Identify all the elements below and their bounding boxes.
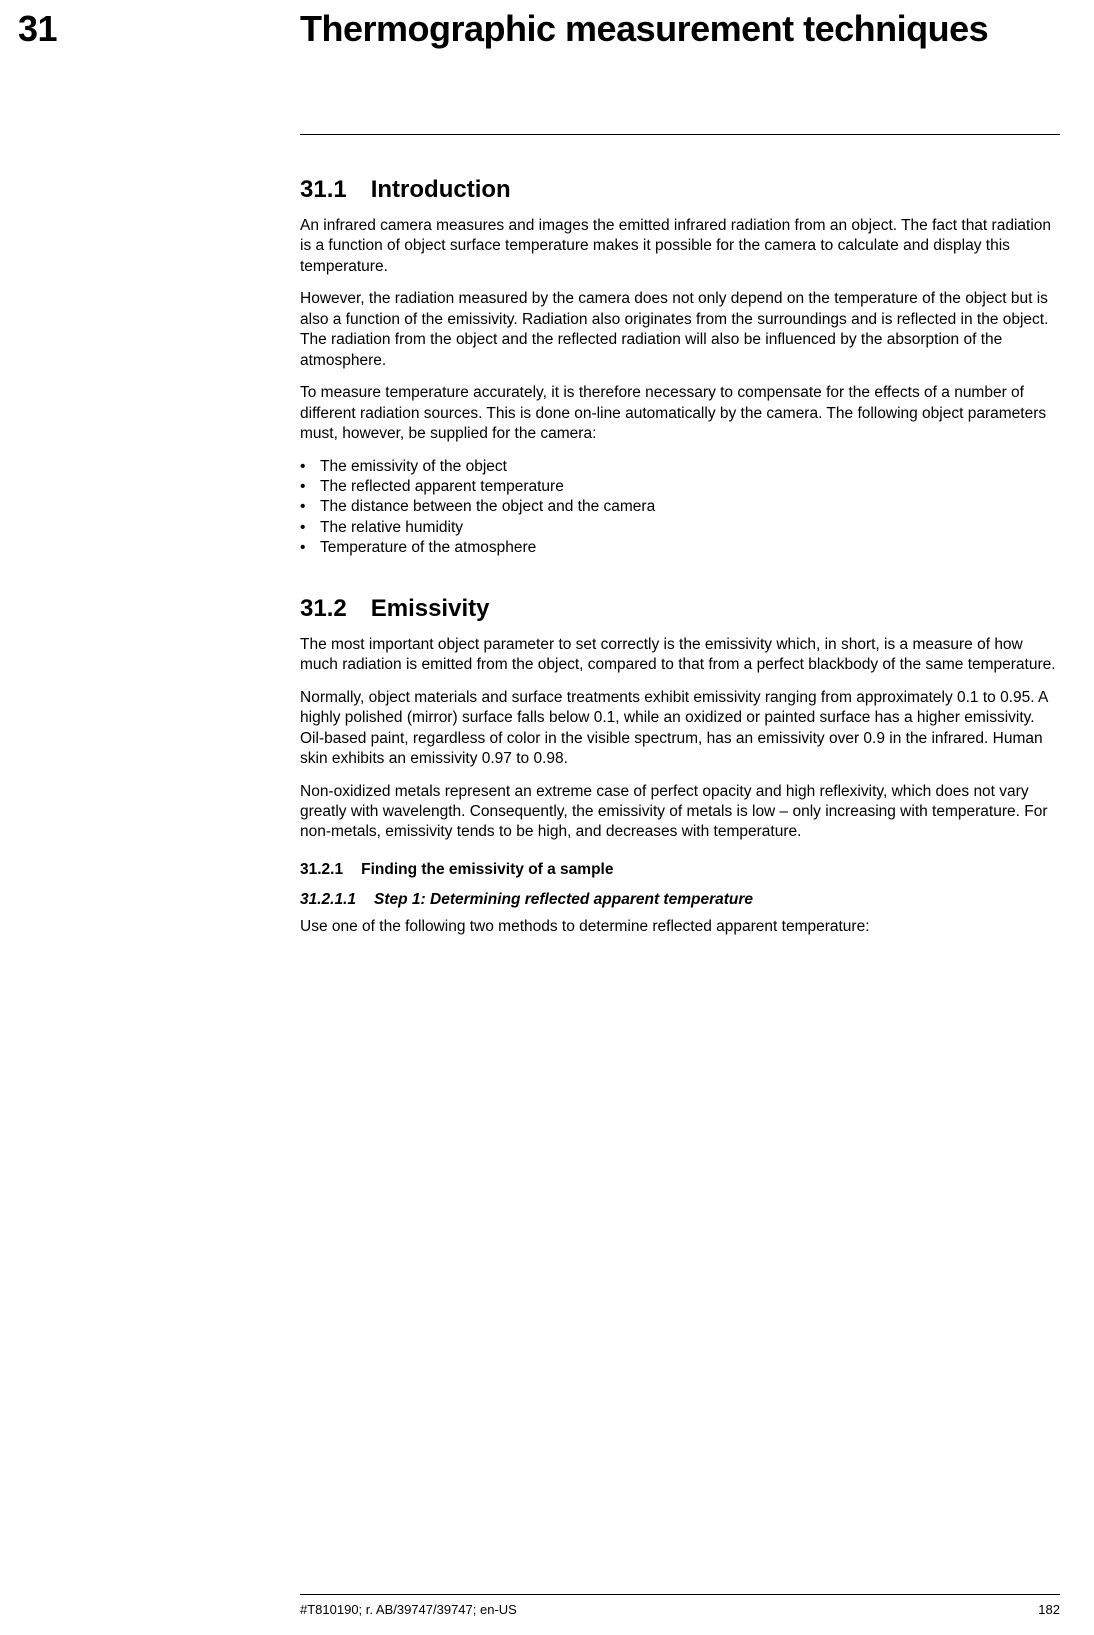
paragraph: The most important object parameter to s… (300, 635, 1060, 676)
subsection-heading-31-2-1: 31.2.1 Finding the emissivity of a sample (300, 861, 1060, 879)
content-column: 31.1 Introduction An infrared camera meas… (300, 176, 1060, 949)
bullet-list: The emissivity of the object The reflect… (300, 457, 1060, 559)
list-item: The emissivity of the object (300, 457, 1060, 477)
bottom-rule (300, 1594, 1060, 1595)
section-title: Introduction (371, 176, 511, 203)
section-number: 31.1 (300, 176, 347, 204)
section-heading-31-2: 31.2 Emissivity (300, 595, 1060, 623)
footer-left: #T810190; r. AB/39747/39747; en-US (300, 1602, 517, 1617)
paragraph: However, the radiation measured by the c… (300, 289, 1060, 371)
page-number: 182 (1038, 1602, 1060, 1617)
paragraph: Use one of the following two methods to … (300, 917, 1060, 937)
paragraph: An infrared camera measures and images t… (300, 216, 1060, 277)
list-item: The reflected apparent temperature (300, 477, 1060, 497)
subsection-number: 31.2.1 (300, 861, 343, 879)
chapter-title: Thermographic measurement techniques (300, 8, 1040, 49)
section-heading-31-1: 31.1 Introduction (300, 176, 1060, 204)
paragraph: To measure temperature accurately, it is… (300, 383, 1060, 444)
section-number: 31.2 (300, 595, 347, 623)
page: 31 Thermographic measurement techniques … (0, 0, 1094, 1635)
paragraph: Normally, object materials and surface t… (300, 688, 1060, 770)
top-rule (300, 134, 1060, 135)
list-item: The relative humidity (300, 518, 1060, 538)
chapter-number: 31 (18, 8, 57, 50)
paragraph: Non-oxidized metals represent an extreme… (300, 782, 1060, 843)
subsubsection-title: Step 1: Determining reflected apparent t… (374, 891, 753, 908)
subsubsection-heading-31-2-1-1: 31.2.1.1 Step 1: Determining reflected ap… (300, 891, 1060, 909)
section-title: Emissivity (371, 595, 490, 622)
subsection-title: Finding the emissivity of a sample (361, 861, 613, 878)
subsubsection-number: 31.2.1.1 (300, 891, 356, 909)
list-item: The distance between the object and the … (300, 497, 1060, 517)
list-item: Temperature of the atmosphere (300, 538, 1060, 558)
